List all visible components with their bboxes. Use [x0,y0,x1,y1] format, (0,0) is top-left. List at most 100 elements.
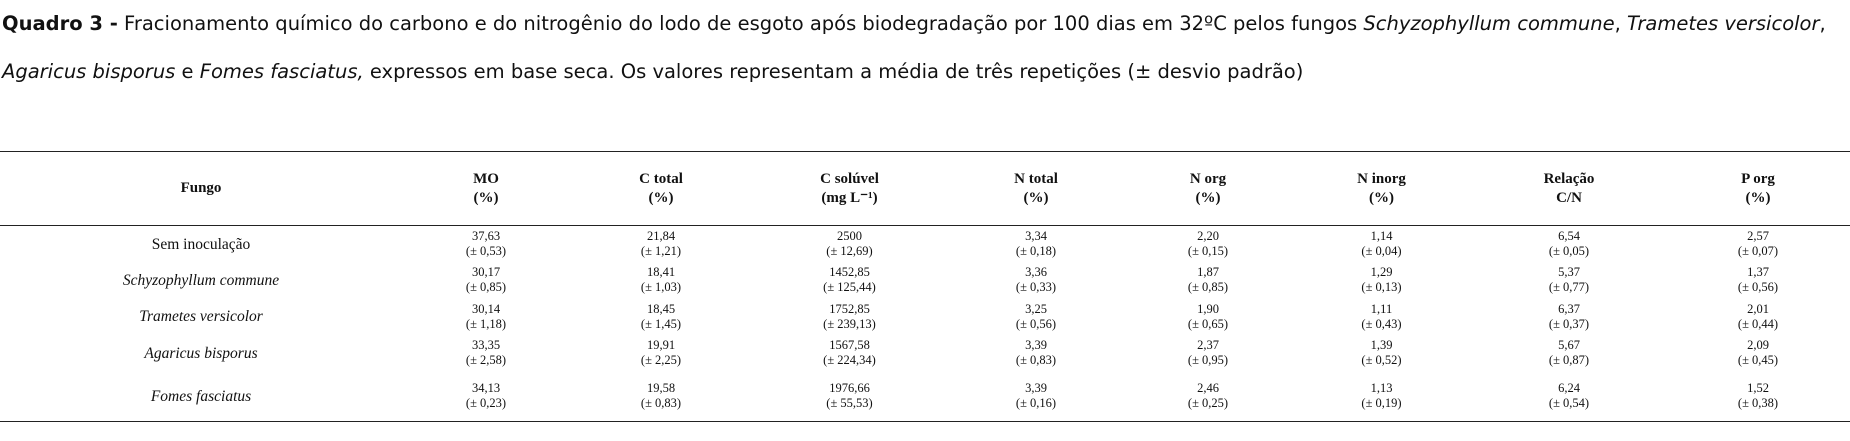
mean-value: 2,20 [1197,229,1219,243]
value-cell: 3,36 (± 0,33) [947,262,1125,299]
value-cell: 3,25 (± 0,56) [947,299,1125,336]
std-dev: (± 0,05) [1548,244,1590,258]
header-unit: (mg L⁻¹) [821,189,878,206]
header-cell: N org (%) [1125,152,1291,226]
value-cell: 34,13 (± 0,23) [402,372,570,422]
header-unit: (%) [473,189,499,206]
std-dev: (± 0,54) [1548,396,1590,411]
value-cell: 1,39 (± 0,52) [1291,335,1472,372]
mean-value: 2,01 [1747,301,1769,316]
mean-value: 3,34 [1025,229,1047,243]
std-dev: (± 0,44) [1737,316,1779,331]
mean-value: 6,24 [1558,381,1580,396]
std-dev: (± 0,56) [1015,316,1057,331]
std-dev: (± 0,25) [1187,396,1229,411]
header-name: N inorg [1357,170,1406,187]
caption-text: expressos em base seca. Os valores repre… [363,60,1304,83]
value-cell: 1976,66 (± 55,53) [752,372,947,422]
std-dev: (± 1,03) [640,280,682,295]
std-dev: (± 0,19) [1361,396,1402,411]
std-dev: (± 125,44) [823,280,876,295]
value-cell: 2,09 (± 0,45) [1666,335,1850,372]
mean-value: 1,11 [1370,301,1393,316]
caption-species: Fomes fasciatus, [199,60,364,83]
std-dev: (± 0,04) [1361,244,1402,258]
value-cell: 1,11 (± 0,43) [1291,299,1472,336]
std-dev: (± 0,33) [1015,280,1057,295]
mean-value: 1,29 [1370,265,1393,280]
caption-species: Trametes versicolor [1626,12,1820,35]
std-dev: (± 0,85) [465,280,507,295]
caption-text: Fracionamento químico do carbono e do ni… [117,12,1364,35]
value-cell: 6,37 (± 0,37) [1472,299,1666,336]
value-cell: 1,13 (± 0,19) [1291,372,1472,422]
value-cell: 2,46 (± 0,25) [1125,372,1291,422]
std-dev: (± 0,65) [1187,316,1229,331]
value-cell: 3,34 (± 0,18) [947,226,1125,263]
value-cell: 5,37 (± 0,77) [1472,262,1666,299]
header-row: Fungo MO (%) C total (%) C solúvel (mg L⁻¹) N t… [0,151,1850,226]
table-row: Schyzophyllum commune 30,17 (± 0,85) 18,41(… [0,262,1850,299]
std-dev: (± 0,43) [1361,316,1402,331]
header-cell: MO (%) [402,152,570,226]
mean-value: 3,39 [1025,338,1047,353]
mean-value: 1,14 [1370,229,1393,243]
caption-text: e [175,60,200,83]
mean-value: 30,17 [471,265,501,280]
std-dev: (± 12,69) [826,244,873,258]
mean-value: 1,90 [1197,301,1219,316]
value-cell: 1,52 (± 0,38) [1666,372,1850,422]
std-dev: (± 0,83) [640,396,682,411]
std-dev: (± 224,34) [823,353,876,368]
mean-value: 6,54 [1558,229,1580,243]
mean-value: 34,13 [471,381,501,396]
mean-value: 1,87 [1197,265,1219,280]
mean-value: 2,09 [1747,338,1769,353]
header-unit: (%) [1745,189,1771,206]
caption-label: Quadro 3 - [2,12,118,35]
std-dev: (± 0,45) [1737,353,1779,368]
value-cell: 2,37 (± 0,95) [1125,335,1291,372]
mean-value: 3,39 [1025,381,1047,396]
std-dev: (± 55,53) [826,396,873,411]
std-dev: (± 0,52) [1361,353,1402,368]
table-row: Sem inoculação 37,63 (± 0,53) 21,84 (± 1,21)… [0,226,1850,263]
caption-species: Agaricus bisporus [2,60,176,83]
std-dev: (± 0,07) [1737,244,1779,258]
mean-value: 1,37 [1747,265,1769,280]
std-dev: (± 0,16) [1015,396,1057,411]
header-unit: (%) [1195,189,1221,206]
mean-value: 5,67 [1558,338,1580,353]
mean-value: 2,37 [1197,338,1219,353]
value-cell: 21,84 (± 1,21) [570,226,752,263]
value-cell: 37,63 (± 0,53) [402,226,570,263]
value-cell: 18,45 (± 1,45) [570,299,752,336]
header-cell: N inorg (%) [1291,152,1472,226]
std-dev: (± 0,18) [1015,244,1057,258]
table-row: Fomes fasciatus 34,13 (± 0,23) 19,58 (± 0,83… [0,372,1850,422]
mean-value: 21,84 [646,229,676,243]
mean-value: 18,41 [646,265,676,280]
value-cell: 3,39 (± 0,83) [947,335,1125,372]
header-name: Fungo [180,180,222,196]
mean-value: 2,57 [1747,229,1769,243]
fungus-name: Agaricus bisporus [144,344,258,362]
caption-species: Schyzophyllum commune [1363,12,1615,35]
value-cell: 1,87 (± 0,85) [1125,262,1291,299]
std-dev: (± 1,18) [465,316,507,331]
mean-value: 1,39 [1370,338,1393,353]
value-cell: 6,54 (± 0,05) [1472,226,1666,263]
value-cell: 19,91 (± 2,25) [570,335,752,372]
mean-value: 19,91 [646,338,676,353]
table-header: Fungo MO (%) C total (%) C solúvel (mg L⁻¹) N t… [0,151,1850,226]
header-cell: N total (%) [947,152,1125,226]
header-unit: (%) [1369,189,1394,206]
header-cell: Fungo [0,152,402,226]
std-dev: (± 0,83) [1015,353,1057,368]
value-cell: 30,14 (± 1,18) [402,299,570,336]
value-cell: 1,90 (± 0,65) [1125,299,1291,336]
std-dev: (± 1,45) [640,316,682,331]
value-cell: 18,41 (± 1,03) [570,262,752,299]
